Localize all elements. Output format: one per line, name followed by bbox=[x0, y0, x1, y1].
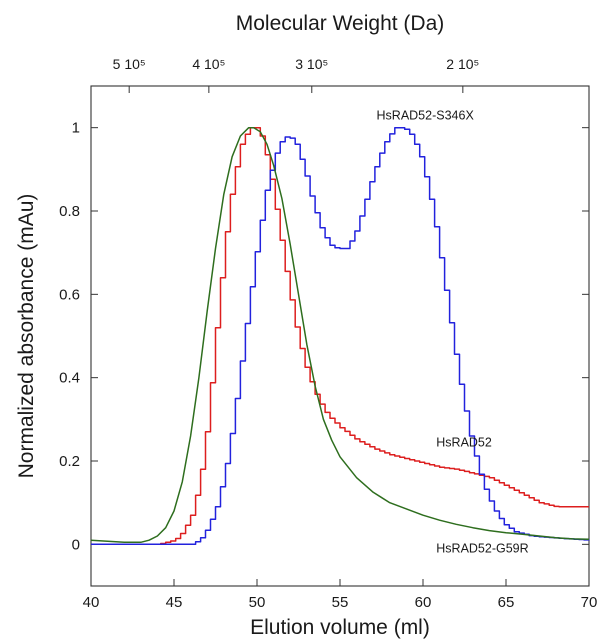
series-line-hsrad52-g59r bbox=[90, 126, 590, 544]
top-tick-label: 5 10⁵ bbox=[113, 56, 146, 72]
y-tick-label: 0.8 bbox=[59, 203, 80, 220]
x-axis-label: Elution volume (ml) bbox=[250, 616, 430, 639]
y-axis-label: Normalized absorbance (mAu) bbox=[15, 194, 38, 479]
top-tick-label: 2 10⁵ bbox=[446, 56, 479, 72]
top-tick-label: 4 10⁵ bbox=[192, 56, 225, 72]
top-axis: 5 10⁵ 4 10⁵ 3 10⁵ 2 10⁵ bbox=[113, 56, 479, 93]
series-layer bbox=[90, 126, 590, 546]
x-tick-label: 65 bbox=[498, 594, 515, 611]
x-tick-label: 40 bbox=[83, 594, 100, 611]
series-line-hsrad52-s346x bbox=[91, 126, 590, 546]
series-annotation: HsRAD52 bbox=[436, 435, 492, 449]
y-tick-label: 1 bbox=[72, 120, 80, 137]
x-tick-label: 50 bbox=[249, 594, 266, 611]
series-annotation: HsRAD52-S346X bbox=[377, 108, 475, 122]
top-tick-label: 3 10⁵ bbox=[295, 56, 328, 72]
x-tick-label: 70 bbox=[581, 594, 598, 611]
y-axis: 0 0.2 0.4 0.6 0.8 1 bbox=[59, 120, 589, 553]
y-tick-label: 0 bbox=[72, 536, 80, 553]
plot-frame bbox=[90, 85, 590, 587]
series-line-hsrad52 bbox=[91, 126, 589, 546]
series-annotation: HsRAD52-G59R bbox=[436, 542, 528, 556]
x-tick-label: 60 bbox=[415, 594, 432, 611]
y-tick-label: 0.2 bbox=[59, 453, 80, 470]
chart-title: Molecular Weight (Da) bbox=[236, 12, 445, 35]
y-tick-label: 0.4 bbox=[59, 370, 80, 387]
x-tick-label: 45 bbox=[166, 594, 183, 611]
x-tick-label: 55 bbox=[332, 594, 349, 611]
x-axis: 40 45 50 55 60 65 70 bbox=[83, 579, 598, 611]
annotation-layer: HsRAD52-S346X HsRAD52 HsRAD52-G59R bbox=[377, 108, 529, 555]
y-tick-label: 0.6 bbox=[59, 286, 80, 303]
